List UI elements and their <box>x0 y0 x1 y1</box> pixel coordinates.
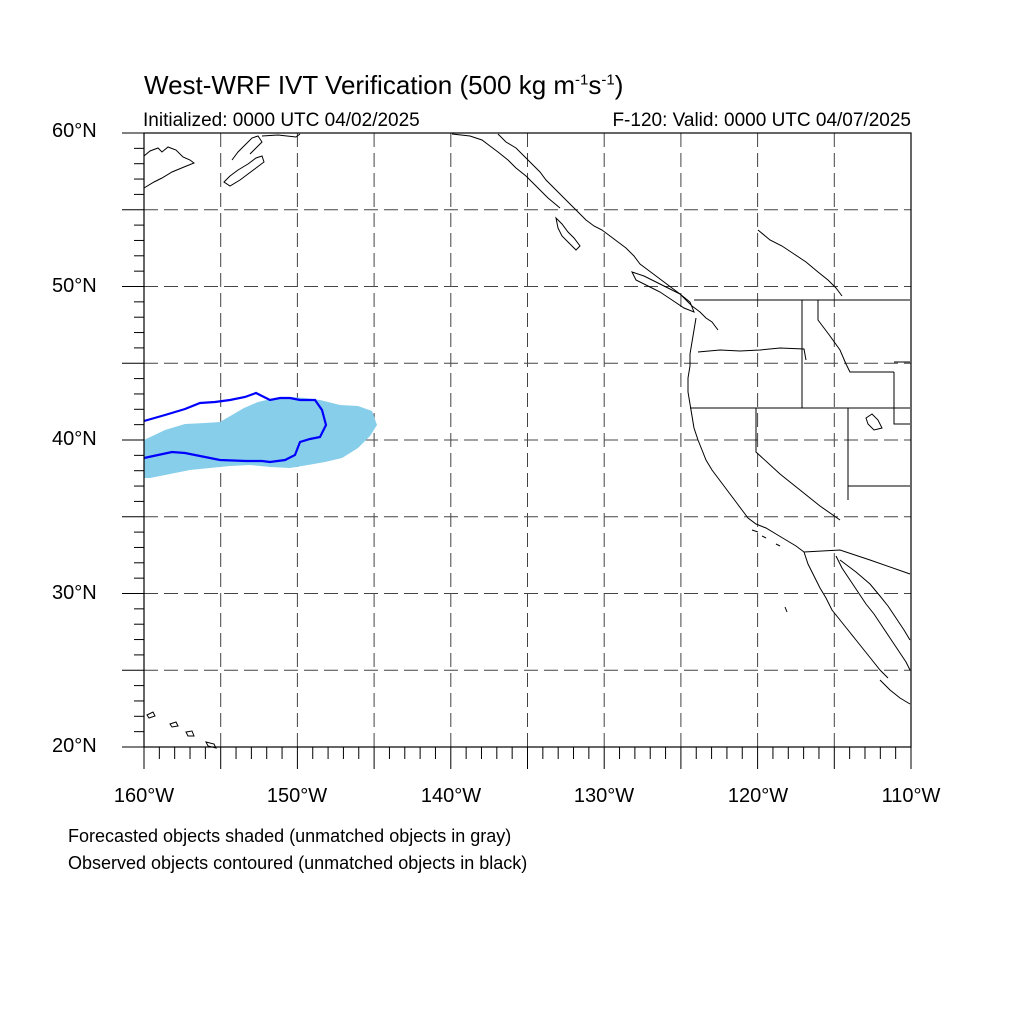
lat-label-40n: 40°N <box>52 428 97 450</box>
lat-label-30n: 30°N <box>52 582 97 604</box>
washington-oregon-border <box>697 347 807 361</box>
canadian-inland-line <box>757 229 843 297</box>
mexico-mainland-coast <box>839 559 911 705</box>
guadalupe-island <box>784 606 788 613</box>
lat-label-20n: 20°N <box>52 735 97 757</box>
lon-label-150w: 150°W <box>266 785 328 807</box>
forecast-ivt-object <box>144 397 377 478</box>
lon-label-130w: 130°W <box>573 785 635 807</box>
state-border-idaho <box>801 300 894 408</box>
plot-frame <box>143 132 912 748</box>
lon-label-120w: 120°W <box>727 785 789 807</box>
figure-title: West-WRF IVT Verification (500 kg m-1s-1… <box>144 70 624 100</box>
valid-time-label: F-120: Valid: 0000 UTC 04/07/2025 <box>612 110 911 131</box>
us-mexico-border <box>803 549 911 575</box>
kenai-coast <box>231 135 263 161</box>
lon-label-140w: 140°W <box>420 785 482 807</box>
lon-label-110w: 110°W <box>881 785 941 807</box>
lon-label-160w: 160°W <box>113 785 175 807</box>
initialized-label: Initialized: 0000 UTC 04/02/2025 <box>143 110 420 131</box>
bc-coastline <box>497 133 719 331</box>
us-west-coastline <box>687 317 805 553</box>
lat-label-60n: 60°N <box>52 120 97 142</box>
baja-coastline <box>803 551 889 679</box>
legend-observed-note: Observed objects contoured (unmatched ob… <box>68 853 528 873</box>
lat-label-50n: 50°N <box>52 275 97 297</box>
kodiak-island <box>223 155 265 187</box>
nevada-utah-border <box>847 361 910 500</box>
alaska-coastline <box>143 146 196 189</box>
channel-islands <box>751 529 781 547</box>
california-nevada-border <box>755 408 841 521</box>
haida-gwaii <box>555 216 581 251</box>
vancouver-island <box>631 271 695 313</box>
observed-ivt-contour <box>143 391 328 464</box>
axis-ticks <box>122 132 912 769</box>
hawaii-islands <box>146 711 217 749</box>
legend-forecast-note: Forecasted objects shaded (unmatched obj… <box>68 826 512 846</box>
gulf-of-california-coast <box>835 555 911 671</box>
great-salt-lake <box>865 413 883 431</box>
gulf-alaska-coast <box>261 133 561 209</box>
